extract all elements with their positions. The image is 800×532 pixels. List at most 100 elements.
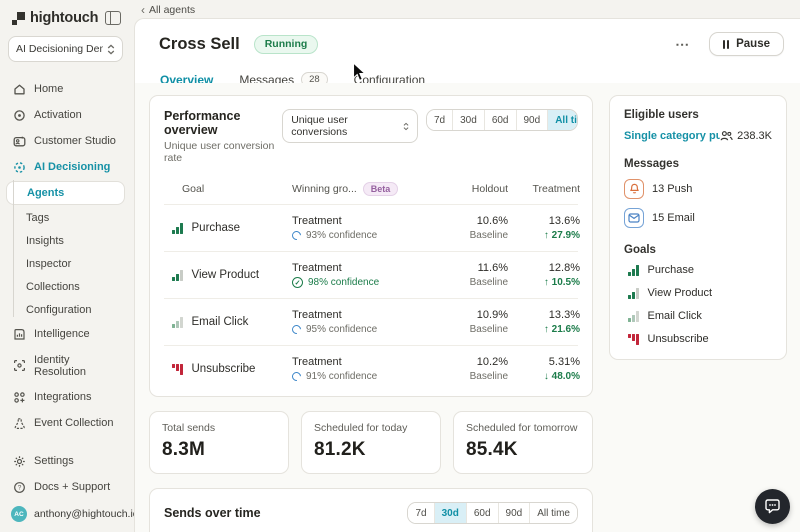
ai-decisioning-subnav: Agents Tags Insights Inspector Collectio… [0,180,131,321]
winning-group: Treatment [292,215,342,227]
home-icon [13,83,26,96]
range-7d[interactable]: 7d [408,503,434,523]
sidebar-item-configuration[interactable]: Configuration [0,298,131,321]
holdout-value: 10.6% [476,215,508,227]
table-row-email-click[interactable]: Email Click Treatment 95% confidence 10.… [164,298,580,345]
email-messages-row[interactable]: 15 Email [624,208,772,228]
sidebar-item-label: Intelligence [34,328,90,340]
activation-icon [13,109,26,122]
holdout-label: Baseline [469,277,508,288]
sidebar-item-integrations[interactable]: Integrations [0,384,131,410]
treatment-value: 13.6% [548,215,580,227]
range-30d[interactable]: 30d [452,110,484,130]
sidebar-item-activation[interactable]: Activation [0,102,131,128]
audience-link[interactable]: Single category pur... [624,130,720,142]
sidebar-item-customer-studio[interactable]: Customer Studio [0,128,131,154]
sidebar-collapse-icon[interactable] [105,11,121,25]
range-60d[interactable]: 60d [465,503,498,523]
col-winning-group: Winning gro... [292,183,357,195]
email-icon [624,208,644,228]
sidebar-item-inspector[interactable]: Inspector [0,252,131,275]
sidebar-item-identity-resolution[interactable]: Identity Resolution [0,347,131,384]
holdout-value: 10.9% [476,309,508,321]
sidebar-item-settings[interactable]: Settings [0,448,131,474]
pause-label: Pause [736,38,770,50]
overflow-menu-button[interactable]: ⋯ [675,35,691,52]
treatment-value: 13.3% [548,309,580,321]
updown-chevron-icon [403,122,409,130]
goal-bars-icon [172,222,183,234]
table-row-purchase[interactable]: Purchase Treatment 93% confidence 10.6% … [164,204,580,251]
push-notification-icon [624,179,644,199]
sends-title: Sends over time [164,506,261,520]
users-icon [720,131,733,141]
breadcrumb[interactable]: ‹ All agents [141,4,195,16]
range-30d[interactable]: 30d [433,503,466,523]
email-count-label: 15 Email [652,212,695,224]
confidence-label: 95% confidence [306,324,378,335]
stat-value: 81.2K [314,439,366,460]
sends-range-segment: 7d 30d 60d 90d All time [407,502,578,524]
sidebar-item-insights[interactable]: Insights [0,229,131,252]
goal-label: Purchase [647,264,694,276]
sidebar-item-ai-decisioning[interactable]: AI Decisioning [0,154,131,180]
stat-value: 8.3M [162,439,206,460]
goal-label: Email Click [647,310,702,322]
user-email: anthony@hightouch.io [34,508,139,520]
goal-bars-icon [628,264,639,276]
confidence-label: 98% confidence [308,277,380,288]
stat-total-sends: Total sends 8.3M [149,411,289,474]
table-row-unsubscribe[interactable]: Unsubscribe Treatment 91% confidence 10.… [164,345,580,392]
goal-label: Unsubscribe [647,333,709,345]
sidebar-item-intelligence[interactable]: Intelligence [0,321,131,347]
range-all-time[interactable]: All time [529,503,577,523]
holdout-label: Baseline [469,371,508,382]
goals-table: Goal Winning gro... Beta Holdout Treatme… [164,176,580,392]
table-row-view-product[interactable]: View Product Treatment ✓ 98% confidence 1… [164,251,580,298]
sidebar-item-label: Activation [34,109,82,121]
range-7d[interactable]: 7d [427,110,453,130]
stat-label: Total sends [162,422,216,434]
hightouch-logo-icon [12,11,25,25]
workspace-selector[interactable]: AI Decisioning Demo - ... [8,36,123,62]
sidebar-item-collections[interactable]: Collections [0,275,131,298]
sidebar-item-home[interactable]: Home [0,76,131,102]
goal-item-unsubscribe[interactable]: Unsubscribe [628,333,772,345]
range-all-time[interactable]: All time [547,110,577,130]
performance-title: Performance overview [164,109,241,137]
range-60d[interactable]: 60d [483,110,516,130]
agent-detail-card: Cross Sell Running ⋯ Pause Overview Mess… [134,18,800,532]
pause-button[interactable]: Pause [708,32,784,56]
range-90d[interactable]: 90d [497,503,530,523]
gear-icon [13,455,26,468]
delta-arrow-icon: ↑ [543,277,549,288]
push-count-label: 13 Push [652,183,693,195]
goal-item-view-product[interactable]: View Product [628,287,772,299]
svg-text:?: ? [18,484,22,491]
sidebar-item-event-collection[interactable]: Event Collection [0,410,131,436]
holdout-label: Baseline [469,230,508,241]
sidebar-item-tags[interactable]: Tags [0,206,131,229]
sidebar-item-label: Settings [34,455,74,467]
goal-name: Email Click [191,316,249,328]
push-messages-row[interactable]: 13 Push [624,179,772,199]
goal-label: View Product [647,287,713,299]
logo-row: hightouch [0,10,131,26]
metric-select[interactable]: Unique user conversions [282,109,418,143]
sidebar-item-label: Customer Studio [34,135,116,147]
confidence-confirmed-icon: ✓ [292,277,303,288]
chat-widget-button[interactable] [755,489,790,524]
user-menu[interactable]: AC anthony@hightouch.io [0,500,139,524]
sidebar-item-docs-support[interactable]: ? Docs + Support [0,474,131,500]
delta-arrow-icon: ↓ [543,371,549,382]
goal-item-email-click[interactable]: Email Click [628,310,772,322]
confidence-label: 93% confidence [306,230,378,241]
range-90d[interactable]: 90d [515,110,548,130]
sidebar-item-label: Collections [26,280,80,293]
goal-bars-icon [172,269,183,281]
goal-item-purchase[interactable]: Purchase [628,264,772,276]
col-treatment: Treatment [532,183,580,195]
goal-bars-icon [628,310,639,322]
stat-value: 85.4K [466,439,518,460]
sidebar-item-agents[interactable]: Agents [6,181,125,205]
